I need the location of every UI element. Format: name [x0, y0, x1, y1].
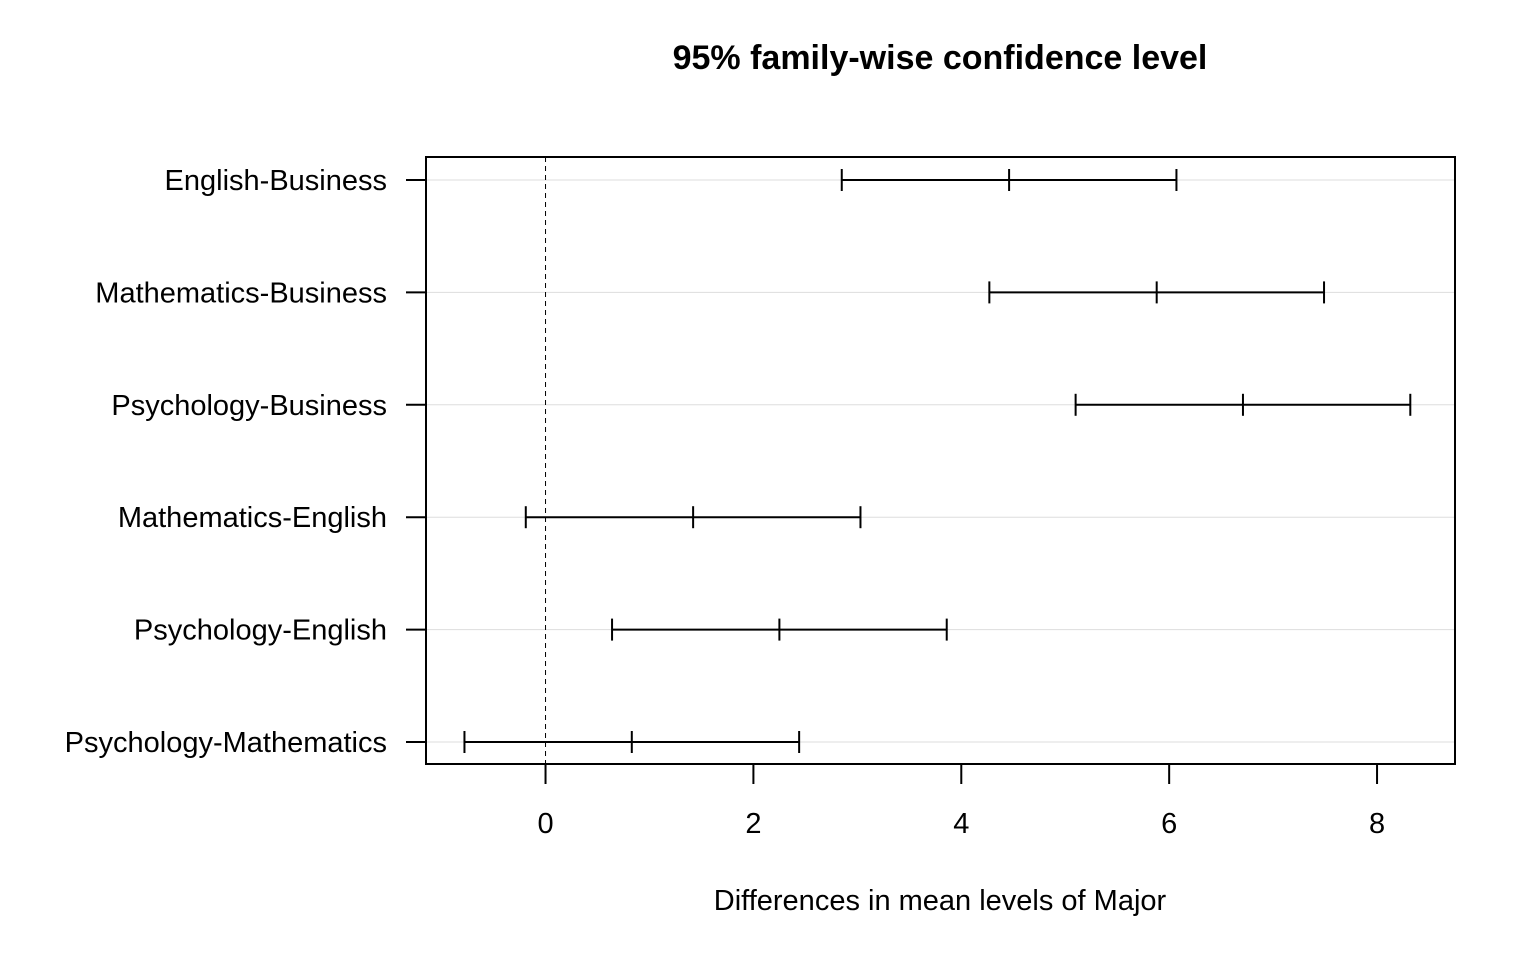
interval-psychology-mathematics	[463, 731, 801, 753]
grid-lines	[426, 179, 1455, 743]
x-tick-label-8: 8	[1369, 808, 1385, 840]
x-axis-label: Differences in mean levels of Major	[714, 885, 1167, 917]
interval-mathematics-business	[988, 281, 1326, 304]
y-tick-label-english-business: English-Business	[165, 165, 387, 197]
x-tick-label-6: 6	[1161, 808, 1177, 840]
x-tick-label-4: 4	[953, 808, 969, 840]
y-tick-label-mathematics-business: Mathematics-Business	[95, 277, 387, 309]
x-tick-label-0: 0	[537, 808, 553, 840]
y-tick-label-psychology-business: Psychology-Business	[111, 390, 387, 422]
interval-psychology-business	[1074, 393, 1412, 416]
x-tick-label-2: 2	[745, 808, 761, 840]
y-tick-label-mathematics-english: Mathematics-English	[118, 502, 387, 534]
confidence-intervals	[463, 169, 1412, 753]
chart-title: 95% family-wise confidence level	[673, 39, 1208, 77]
interval-mathematics-english	[524, 506, 862, 529]
interval-english-business	[840, 169, 1178, 191]
plot-frame	[425, 156, 1456, 765]
y-axis: English-Business Mathematics-Business Psyc…	[65, 165, 426, 759]
y-tick-label-psychology-english: Psychology-English	[134, 615, 387, 647]
x-axis: 0 2 4 6 8	[537, 763, 1385, 840]
interval-psychology-english	[611, 618, 948, 641]
y-tick-label-psychology-mathematics: Psychology-Mathematics	[65, 727, 387, 759]
